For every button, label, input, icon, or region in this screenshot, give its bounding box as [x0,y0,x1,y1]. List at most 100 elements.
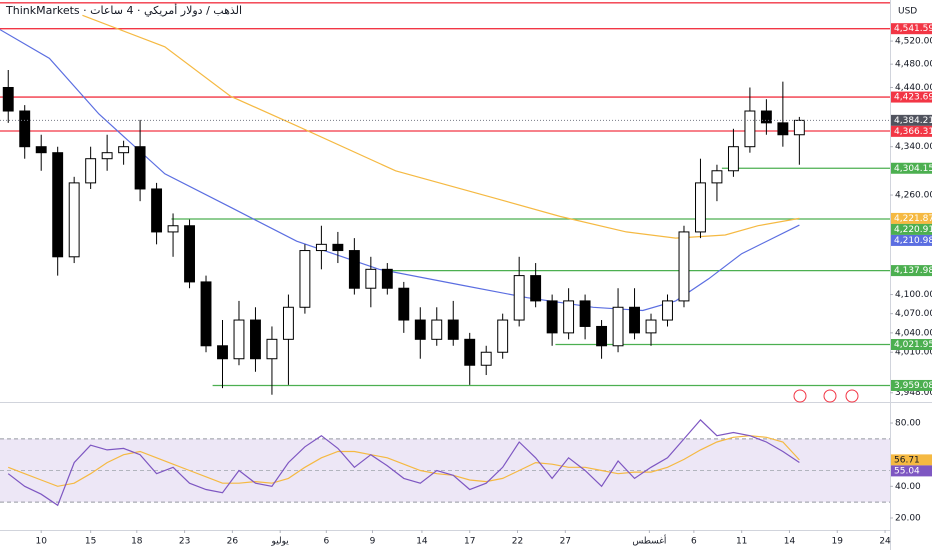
x-tick-label: 23 [179,537,190,547]
candle-body [447,319,459,340]
price-tag-label: 3,959.08 [894,381,932,391]
x-tick-label: أغسطس [632,535,666,547]
candle-body [629,306,640,334]
candle-body [134,146,146,190]
price-tag [891,91,932,103]
candle-body [184,225,195,283]
price-tag [891,339,932,351]
y-tick-label: 4,260.00 [895,191,932,201]
candle-body [233,319,245,360]
event-flags [793,389,859,403]
candle-body [68,182,80,258]
candle-body [793,119,805,136]
y-tick-label: 4,520.00 [895,37,932,47]
x-tick-label: 6 [691,537,697,547]
price-tag-label: 4,384.21 [894,116,932,126]
candle-body [760,110,772,124]
candle-body [645,319,657,334]
candle-body [530,275,542,302]
price-tag [891,23,932,35]
candle-body [744,110,756,148]
currency: USD [898,7,917,17]
y-tick-label: 40.00 [895,482,921,492]
candle-body [365,268,377,289]
y-tick-label: 4,040.00 [895,328,932,338]
candle-body [52,152,64,258]
x-tick-label: 6 [323,537,329,547]
candle-body [381,268,393,289]
x-tick-label: 22 [512,537,523,547]
us-flag[interactable] [845,389,859,403]
x-tick-label: 14 [416,537,428,547]
rsi-line [7,435,800,487]
candle-body [200,281,212,347]
price-tag [891,125,932,137]
price-tag [891,234,932,246]
candle-body [348,250,360,289]
price-tag [891,223,932,235]
candle-body [19,110,31,148]
candle-body [546,300,558,334]
x-tick-label: 27 [560,537,571,547]
price-tag-label: 4,220.91 [894,225,932,235]
candle-body [480,351,492,366]
moving-average [82,14,800,239]
candle-body [414,319,426,340]
candle-body [431,319,443,340]
candle-body [711,170,723,184]
price-tag-label: 4,221.87 [894,214,932,224]
candle-body [167,225,179,233]
candle-body [662,300,673,321]
price-tag-label: 4,423.69 [894,93,932,103]
price-tag-label: 55.04 [894,466,920,476]
candle-body [612,306,624,347]
candle-body [250,319,261,360]
y-tick-label: 80.00 [895,419,921,429]
candle-body [299,250,311,308]
candle-body [151,188,163,233]
candle-body [315,243,327,252]
us-flag[interactable] [823,389,837,403]
price-tag-label: 4,210.98 [894,236,932,246]
candle-body [695,182,706,233]
price-tag [891,162,932,174]
price-tag-label: 4,021.95 [894,340,932,350]
x-tick-label: 17 [464,537,475,547]
us-flag[interactable] [793,389,807,403]
price-tag-label: 56.71 [894,455,920,465]
candle-body [101,152,113,160]
candle-body [513,275,525,321]
candle-body [563,300,575,334]
candle-body [282,306,294,340]
price-tag [891,379,932,391]
price-tag-label: 4,541.59 [894,24,932,34]
moving-average [0,29,800,312]
candle-body [497,319,509,353]
candle-body [35,146,47,154]
candle-body [118,146,130,154]
candle-body [332,243,344,252]
x-tick-label: يوليو [271,537,290,547]
y-tick-label: 4,340.00 [895,142,932,152]
y-tick-label: 4,070.00 [895,309,932,319]
y-tick-label: 3,948.00 [895,388,932,398]
price-tag [891,212,932,224]
rsi-line [7,419,800,507]
x-tick-label: 15 [85,537,96,547]
price-tag-label: 4,304.15 [894,164,932,174]
price-tag [891,454,932,466]
x-tick-label: 10 [35,537,47,547]
x-tick-label: 26 [227,537,239,547]
x-tick-label: 18 [131,537,143,547]
candle-body [85,158,97,184]
candle-body [464,338,476,366]
y-tick-label: 4,480.00 [895,60,932,70]
y-tick-label: 4,100.00 [895,290,932,300]
candle-body [579,300,591,327]
candle-body [678,231,690,302]
y-tick-label: 20.00 [895,513,921,523]
candle-body [2,86,14,112]
x-tick-label: 11 [736,537,747,547]
y-tick-label: 4,440.00 [895,83,932,93]
